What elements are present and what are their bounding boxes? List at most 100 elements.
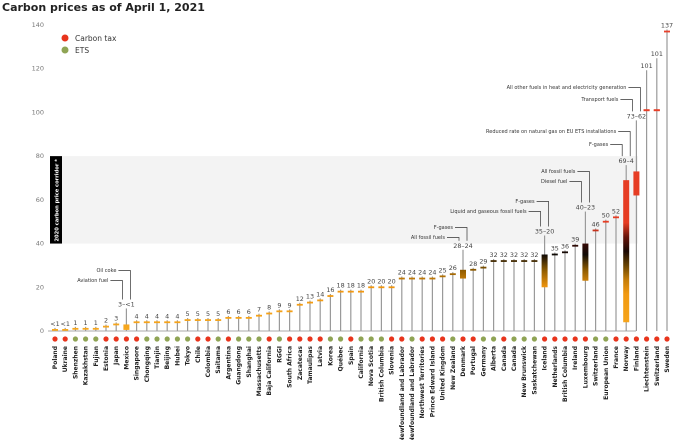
category-label: European Union xyxy=(603,346,610,400)
type-marker-tax xyxy=(613,336,619,342)
bar-group: F-gases Reduced rate on natural gas on EU… xyxy=(486,129,634,371)
value-label: 9 xyxy=(288,301,292,309)
bar-group: Liquid and gaseous fossil fuels F-gases 35… xyxy=(450,199,554,371)
category-label: Saitama xyxy=(215,346,222,374)
bar-group: 32 Canada xyxy=(510,251,518,371)
value-label: 28–24 xyxy=(453,242,472,250)
value-label: 5 xyxy=(186,310,190,318)
value-label: 24 xyxy=(398,269,406,277)
bar-group: 1 Shenzhen xyxy=(72,319,79,379)
value-label: 6 xyxy=(247,308,251,316)
category-label: Japan xyxy=(113,346,120,366)
y-tick-label: 0 xyxy=(40,327,44,335)
value-label: 101 xyxy=(651,50,663,58)
bar-group: 35 Netherlands xyxy=(551,244,559,387)
category-label: Canada xyxy=(511,346,518,371)
y-tick-label: 120 xyxy=(32,65,44,73)
category-label: Nova Scotia xyxy=(368,346,375,386)
value-label: 52 xyxy=(612,207,620,215)
y-tick-label: 40 xyxy=(36,240,44,248)
type-marker-tax xyxy=(348,336,354,342)
category-label: Massachusetts xyxy=(256,346,263,397)
category-label: Iceland xyxy=(542,346,549,371)
type-marker-tax xyxy=(266,336,272,342)
category-label: Baja California xyxy=(266,346,273,395)
bar-group: 20 Nova Scotia xyxy=(367,277,375,386)
bar-group: 4 Hubei xyxy=(174,312,181,366)
value-label: <1 xyxy=(50,320,59,328)
category-label: Korea xyxy=(327,346,334,366)
type-marker-ets xyxy=(174,336,180,342)
bar-group: 26 New Zealand xyxy=(449,264,457,390)
bar-group: 6 Argentina xyxy=(225,308,232,379)
category-label: United Kingdom xyxy=(440,346,447,400)
annotation-leader xyxy=(455,227,468,241)
bar-group: 16 Korea xyxy=(326,286,334,366)
category-label: Québec xyxy=(338,346,345,372)
range-bar xyxy=(123,324,130,330)
corridor-label: 2020 carbon price corridor * xyxy=(55,159,61,242)
category-label: Netherlands xyxy=(552,346,559,388)
value-label: <1 xyxy=(60,320,69,328)
type-marker-ets xyxy=(338,336,344,342)
type-marker-tax xyxy=(62,336,68,342)
type-marker-ets xyxy=(480,336,486,342)
value-label: 36 xyxy=(561,242,569,250)
bar-group: 25 United Kingdom xyxy=(439,266,447,400)
annotation-label: Reduced rate on natural gas on EU ETS in… xyxy=(486,129,617,135)
value-label: 2 xyxy=(104,317,108,325)
value-label: 18 xyxy=(357,282,365,290)
type-marker-tax xyxy=(582,336,589,342)
category-label: Canada xyxy=(501,346,508,371)
category-label: California xyxy=(358,346,365,379)
category-label: Denmark xyxy=(460,345,467,377)
value-label: 32 xyxy=(510,251,518,259)
type-marker-tax xyxy=(103,336,109,342)
category-label: RGGI xyxy=(276,346,283,363)
value-label: 24 xyxy=(418,269,426,277)
value-label: 20 xyxy=(367,277,375,285)
bar-group: 24 Newfoundland and Labrador xyxy=(398,269,406,440)
type-marker-ets xyxy=(358,336,364,342)
value-label: 32 xyxy=(490,251,498,259)
category-label: Shenzhen xyxy=(72,346,79,379)
value-label: 40–23 xyxy=(576,204,595,212)
range-bar xyxy=(460,269,466,279)
type-marker-tax xyxy=(287,336,293,342)
bar-group: 46 Switzerland xyxy=(592,220,600,386)
category-label: France xyxy=(613,346,620,369)
category-label: Shanghai xyxy=(246,346,253,378)
value-label: 46 xyxy=(592,220,600,228)
category-label: Zacatecas xyxy=(297,346,304,381)
value-label: 4 xyxy=(155,312,159,320)
type-marker-ets xyxy=(144,336,150,342)
bar-group: 28 Portugal xyxy=(469,260,477,375)
bar-group: 32 Saskatchewan xyxy=(530,251,538,395)
value-label: 18 xyxy=(337,282,345,290)
bar-group: 4 Chongqing xyxy=(143,312,151,382)
type-marker-ets xyxy=(409,336,415,342)
type-marker-tax xyxy=(225,336,231,342)
category-label: Newfoundland and Labrador xyxy=(409,346,416,440)
category-label: Portugal xyxy=(470,346,477,375)
bar-group: 24 Prince Edward Island xyxy=(428,269,436,418)
bar-group: <1 Ukraine xyxy=(60,320,69,372)
value-label: 12 xyxy=(296,295,304,303)
value-label: 1 xyxy=(73,319,77,327)
bar-group: 20 Slovenia xyxy=(388,277,396,375)
value-label: 137 xyxy=(661,22,673,30)
type-marker-tax xyxy=(470,336,476,342)
bar-group: 8 Baja California xyxy=(266,304,273,395)
type-marker-tax xyxy=(205,336,211,342)
annotation-label: F-gases xyxy=(589,142,609,148)
legend-marker-ets xyxy=(61,46,69,54)
category-label: Chile xyxy=(195,346,202,363)
type-marker-ets xyxy=(93,336,99,342)
chart-title: Carbon prices as of April 1, 2021 xyxy=(2,1,205,14)
type-marker-tax xyxy=(195,336,201,342)
category-label: Mexico xyxy=(123,346,130,370)
annotation-leader xyxy=(618,131,631,157)
value-label: 101 xyxy=(640,62,652,70)
bar-group: 24 Northwest Territories xyxy=(418,269,426,419)
type-marker-ets xyxy=(531,336,538,342)
